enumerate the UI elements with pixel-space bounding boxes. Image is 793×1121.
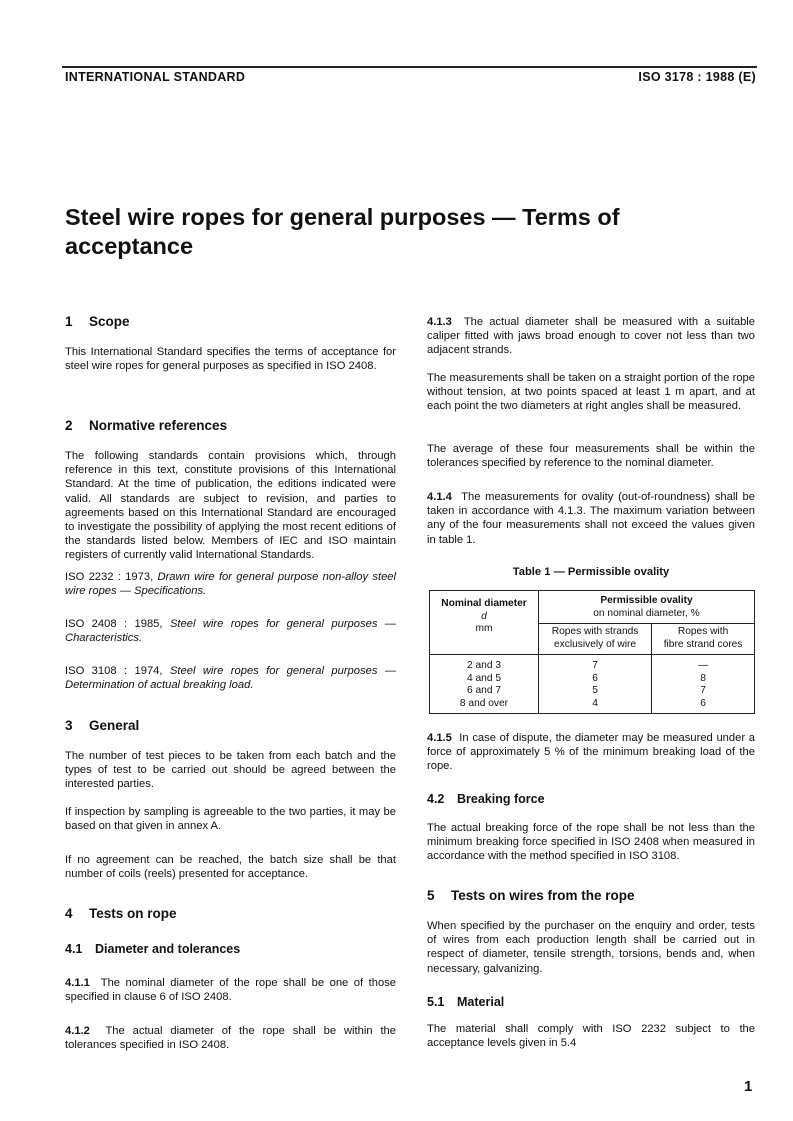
clause-text: The actual diameter shall be measured wi… [427, 316, 755, 357]
section-title: Tests on wires from the rope [451, 888, 635, 903]
breaking-force-paragraph: The actual breaking force of the rope sh… [427, 822, 755, 863]
clause-number: 4.1.2 [65, 1025, 90, 1037]
reference-iso-2232: ISO 2232 : 1973, Drawn wire for general … [65, 570, 396, 598]
ovality-table: Nominal diameter d mm Permissible ovality o… [429, 590, 755, 714]
reference-id: ISO 2232 : 1973, [65, 571, 154, 583]
clause-4-1-1: 4.1.1 The nominal diameter of the rope s… [65, 976, 396, 1004]
section-number: 2 [65, 418, 73, 433]
heading-tests-on-wires: 5 Tests on wires from the rope [427, 888, 755, 903]
header-unit: mm [475, 623, 493, 634]
table-row: 2 and 3 7— [429, 654, 755, 673]
clause-4-1-2: 4.1.2 The actual diameter of the rope sh… [65, 1024, 396, 1052]
cell-wire: 6 [537, 672, 653, 685]
cell-diameter: 4 and 5 [429, 672, 539, 685]
heading-tests-on-rope: 4 Tests on rope [65, 906, 396, 921]
clause-text: The nominal diameter of the rope shall b… [65, 977, 397, 1004]
header-line: fibre strand cores [663, 638, 743, 650]
reference-id: ISO 2408 : 1985, [65, 618, 163, 630]
cell-fibre: 8 [651, 672, 755, 685]
section-number: 4.2 [427, 792, 445, 806]
clause-number: 4.1.3 [427, 316, 452, 328]
clause-text: In case of dispute, the diameter may be … [427, 732, 755, 773]
clause-4-1-5: 4.1.5 In case of dispute, the diameter m… [427, 731, 755, 774]
clause-number: 4.1.5 [427, 732, 452, 744]
section-title: Breaking force [457, 792, 545, 806]
section-number: 5.1 [427, 995, 445, 1009]
normative-paragraph: The following standards contain provisio… [65, 450, 396, 562]
material-paragraph: The material shall comply with ISO 2232 … [427, 1023, 755, 1050]
header-label: Nominal diameter [441, 598, 527, 609]
page-number: 1 [744, 1078, 753, 1095]
document-title: Steel wire ropes for general purposes — … [65, 204, 620, 259]
clause-number: 4.1.1 [65, 977, 90, 989]
header-wire-strands: Ropes with strands exclusively of wire [537, 623, 653, 655]
section-number: 1 [65, 314, 73, 329]
heading-normative-references: 2 Normative references [65, 418, 396, 433]
heading-diameter-tolerances: 4.1 Diameter and tolerances [65, 942, 396, 956]
heading-breaking-force: 4.2 Breaking force [427, 792, 755, 806]
section-number: 3 [65, 718, 73, 733]
cell-diameter: 8 and over [429, 697, 539, 714]
section-title: Diameter and tolerances [95, 942, 241, 956]
cell-wire: 7 [537, 654, 653, 673]
reference-iso-3108: ISO 3108 : 1974, Steel wire ropes for ge… [65, 664, 396, 692]
section-title: Tests on rope [89, 906, 177, 921]
general-paragraph-3: If no agreement can be reached, the batc… [65, 854, 396, 881]
section-number: 5 [427, 888, 435, 903]
reference-title: Drawn wire for general purpose non-alloy… [65, 571, 397, 598]
heading-general: 3 General [65, 718, 396, 733]
header-rule [62, 66, 757, 68]
table-caption: Table 1 — Permissible ovality [512, 566, 670, 578]
reference-title: Steel wire ropes for general purposes — … [65, 618, 397, 645]
header-fibre-cores: Ropes with fibre strand cores [651, 623, 755, 655]
reference-iso-2408: ISO 2408 : 1985, Steel wire ropes for ge… [65, 617, 396, 645]
clause-4-1-3-paragraph-3: The average of these four measurements s… [427, 443, 755, 470]
clause-number: 4.1.4 [427, 491, 452, 503]
header-line: exclusively of wire [554, 638, 637, 650]
cell-diameter: 2 and 3 [429, 654, 539, 673]
table-row: 8 and over 4 6 [429, 697, 755, 714]
clause-text: The actual diameter of the rope shall be… [65, 1025, 396, 1052]
header-symbol: d [481, 610, 487, 622]
tests-on-wires-paragraph: When specified by the purchaser on the e… [427, 920, 755, 975]
header-line: Ropes with [677, 626, 729, 637]
header-doc-type: INTERNATIONAL STANDARD [65, 70, 246, 84]
clause-4-1-3-paragraph-2: The measurements shall be taken on a str… [427, 372, 755, 413]
clause-4-1-4: 4.1.4 The measurements for ovality (out-… [427, 490, 755, 547]
clause-4-1-3: 4.1.3 The actual diameter shall be measu… [427, 315, 755, 358]
header-doc-number: ISO 3178 : 1988 (E) [638, 70, 756, 84]
section-title: Material [457, 995, 505, 1009]
cell-fibre: 6 [651, 697, 755, 714]
general-paragraph-2: If inspection by sampling is agreeable t… [65, 806, 396, 833]
header-sublabel: on nominal diameter, % [593, 607, 700, 619]
header-permissible-ovality: Permissible ovality on nominal diameter, … [538, 590, 755, 624]
section-number: 4 [65, 906, 73, 921]
header-nominal-diameter: Nominal diameter d mm [429, 590, 539, 655]
clause-text: The measurements for ovality (out-of-rou… [427, 491, 755, 546]
cell-wire: 5 [537, 685, 653, 698]
reference-id: ISO 3108 : 1974, [65, 665, 163, 677]
general-paragraph-1: The number of test pieces to be taken fr… [65, 750, 396, 791]
cell-fibre: — [651, 654, 755, 673]
section-title: General [89, 718, 140, 733]
heading-material: 5.1 Material [427, 995, 755, 1009]
cell-diameter: 6 and 7 [429, 685, 539, 698]
section-title: Normative references [89, 418, 228, 433]
section-number: 4.1 [65, 942, 83, 956]
heading-scope: 1 Scope [65, 314, 396, 329]
scope-paragraph: This International Standard specifies th… [65, 346, 396, 373]
cell-wire: 4 [537, 697, 653, 714]
section-title: Scope [89, 314, 130, 329]
cell-fibre: 7 [651, 685, 755, 698]
header-label: Permissible ovality [600, 595, 693, 606]
header-line: Ropes with strands [551, 626, 639, 637]
reference-title: Steel wire ropes for general purposes — … [65, 665, 397, 692]
